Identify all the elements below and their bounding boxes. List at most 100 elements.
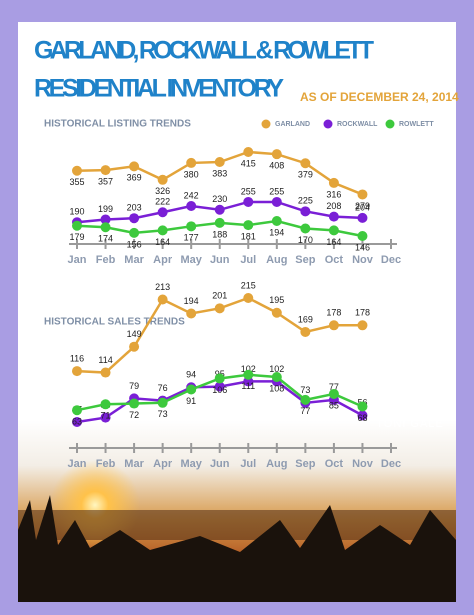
- data-label: 279: [355, 201, 370, 211]
- data-label: 85: [329, 400, 339, 410]
- data-point: [214, 381, 225, 392]
- data-label: 77: [329, 382, 339, 392]
- x-tick-label: Jul: [240, 254, 256, 266]
- x-tick-label: Apr: [153, 458, 173, 470]
- data-label: 230: [212, 194, 227, 204]
- data-point: [357, 410, 368, 421]
- data-point: [357, 320, 368, 331]
- x-tick-label: Jul: [240, 458, 256, 470]
- data-point: [157, 225, 168, 236]
- data-point: [357, 401, 368, 412]
- data-point: [214, 156, 225, 167]
- data-point: [157, 207, 168, 218]
- data-label: 380: [184, 169, 199, 179]
- data-point: [100, 367, 111, 378]
- data-point: [243, 220, 254, 231]
- data-label: 149: [127, 329, 142, 339]
- data-point: [100, 399, 111, 410]
- data-point: [186, 308, 197, 319]
- x-tick-label: Nov: [352, 254, 374, 266]
- data-point: [214, 204, 225, 215]
- data-point: [243, 293, 254, 303]
- data-point: [214, 303, 225, 314]
- legend-swatch: [261, 119, 271, 129]
- data-point: [72, 417, 82, 427]
- data-label: 174: [98, 234, 113, 244]
- data-point: [243, 196, 254, 207]
- x-tick-label: Mar: [124, 254, 144, 266]
- data-point: [100, 222, 111, 233]
- data-label: 178: [355, 308, 370, 318]
- x-tick-label: Mar: [124, 458, 144, 470]
- data-label: 77: [300, 406, 310, 416]
- data-point: [129, 227, 140, 238]
- x-tick-label: Sep: [295, 254, 315, 266]
- data-label: 156: [127, 239, 142, 249]
- x-tick-label: Sep: [295, 458, 315, 470]
- data-point: [72, 405, 82, 416]
- data-label: 178: [326, 308, 341, 318]
- data-point: [328, 225, 339, 236]
- x-tick-label: Dec: [381, 254, 401, 266]
- legend-label: GARLAND: [275, 121, 310, 128]
- x-tick-label: Dec: [381, 458, 401, 470]
- data-label: 190: [69, 207, 84, 217]
- data-label: 415: [241, 158, 256, 168]
- data-label: 222: [155, 197, 170, 207]
- data-point: [100, 214, 111, 225]
- data-label: 146: [355, 242, 370, 252]
- data-label: 188: [212, 229, 227, 239]
- x-tick-label: Nov: [352, 458, 374, 470]
- data-label: 201: [212, 291, 227, 301]
- x-tick-label: Feb: [96, 254, 116, 266]
- data-point: [328, 320, 339, 331]
- grass: [18, 495, 456, 602]
- date: AS OF DECEMBER 24, 2014: [300, 90, 459, 104]
- data-point: [243, 369, 254, 380]
- legend-label: ROWLETT: [399, 121, 434, 128]
- data-label: 102: [269, 364, 284, 374]
- data-point: [271, 196, 282, 207]
- chart-title: HISTORICAL SALES TRENDS: [44, 317, 185, 328]
- x-tick-label: Aug: [266, 254, 287, 266]
- data-point: [129, 213, 140, 224]
- data-label: 369: [127, 173, 142, 183]
- x-tick-label: Feb: [96, 458, 116, 470]
- data-point: [157, 174, 168, 185]
- data-label: 111: [241, 381, 255, 391]
- data-point: [271, 149, 282, 160]
- data-label: 94: [186, 370, 196, 380]
- data-label: 73: [158, 409, 168, 419]
- data-point: [157, 294, 168, 305]
- title: GARLAND, ROCKWALL & ROWLETT: [34, 37, 374, 65]
- data-label: 357: [98, 176, 113, 186]
- data-label: 63: [72, 417, 82, 427]
- data-label: 408: [269, 161, 284, 171]
- data-point: [328, 388, 339, 399]
- x-tick-label: Aug: [266, 458, 287, 470]
- x-tick-label: Apr: [153, 254, 173, 266]
- legend-label: ROCKWALL: [337, 121, 378, 128]
- data-label: 79: [129, 381, 139, 391]
- data-label: 255: [241, 186, 256, 196]
- data-point: [271, 216, 282, 227]
- x-tick-label: May: [180, 254, 202, 266]
- data-label: 204: [355, 202, 370, 212]
- data-point: [357, 212, 368, 223]
- data-point: [186, 201, 197, 212]
- data-label: 242: [184, 190, 199, 200]
- data-point: [271, 371, 282, 382]
- data-label: 72: [129, 410, 139, 420]
- data-point: [357, 231, 368, 241]
- data-label: 116: [70, 353, 84, 363]
- data-point: [357, 189, 368, 200]
- data-label: 194: [184, 296, 199, 306]
- x-tick-label: Jan: [68, 458, 87, 470]
- data-point: [186, 384, 197, 395]
- data-label: 316: [326, 189, 341, 199]
- data-label: 73: [300, 385, 310, 395]
- data-point: [100, 165, 111, 176]
- data-point: [300, 158, 311, 169]
